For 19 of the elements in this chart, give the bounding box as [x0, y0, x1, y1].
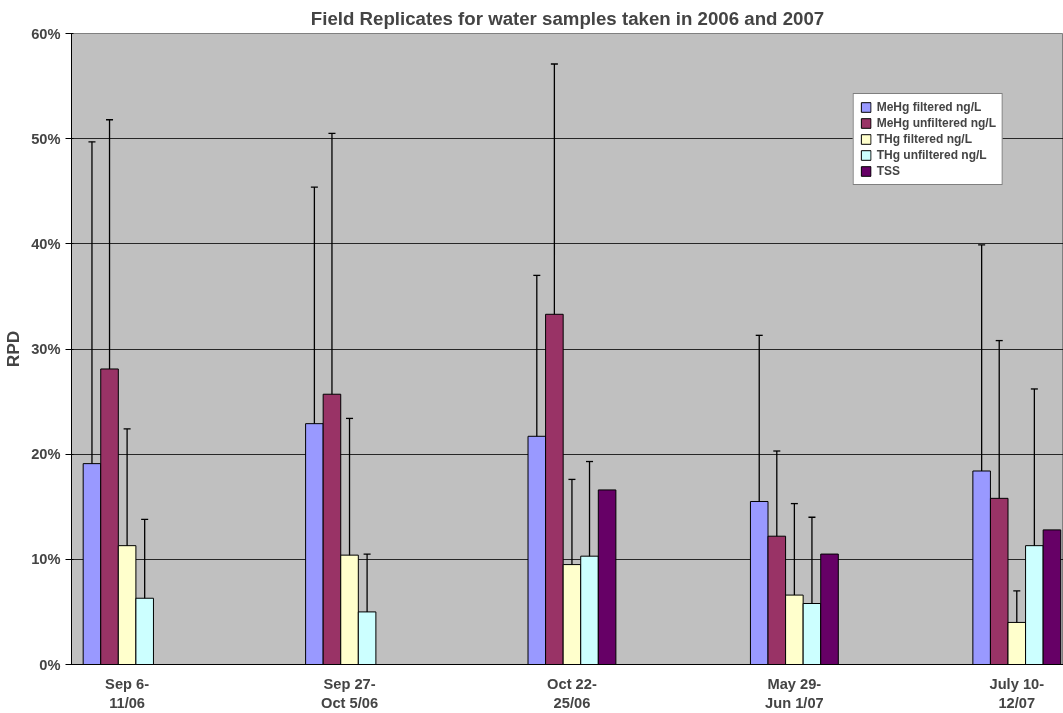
y-tick-label: 40%	[31, 235, 61, 252]
y-tick-label: 10%	[31, 551, 61, 568]
legend-label: TSS	[876, 164, 901, 178]
chart-title: Field Replicates for water samples taken in 2006 and 2007	[310, 7, 825, 29]
x-tick-label: Sep 6- 11/06	[105, 675, 150, 711]
x-tick-label: May 29- Jun 1/07	[765, 675, 824, 711]
x-tick-label: Sep 27- Oct 5/06	[321, 675, 379, 711]
y-tick-label: 20%	[31, 446, 61, 463]
y-tick-label: 60%	[31, 25, 61, 42]
legend-label: MeHg filtered ng/L	[876, 100, 982, 114]
legend-label: THg unfiltered ng/L	[876, 148, 987, 162]
y-axis-title: RPD	[3, 330, 24, 368]
x-tick-label: Oct 22- 25/06	[547, 675, 597, 711]
y-tick-label: 50%	[31, 130, 61, 147]
y-tick-label: 0%	[39, 656, 61, 673]
legend-label: MeHg unfiltered ng/L	[876, 116, 996, 130]
legend-label: THg filtered ng/L	[876, 132, 972, 146]
y-tick-label: 30%	[31, 341, 61, 357]
x-tick-label: July 10- 12/07	[989, 675, 1045, 711]
